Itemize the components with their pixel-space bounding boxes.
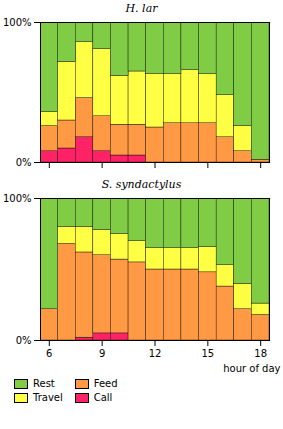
svg-text:0%: 0% <box>16 157 32 168</box>
html-text:H. lar: H. lar <box>125 2 158 15</box>
svg-text:0%: 0% <box>16 335 32 346</box>
html-text:Feed: Feed <box>93 378 118 389</box>
html-text:Travel: Travel <box>33 392 63 403</box>
svg-text:12: 12 <box>149 348 162 359</box>
svg-text:9: 9 <box>99 348 105 359</box>
html-text:S. syndactylus: S. syndactylus <box>101 178 182 191</box>
svg-text:15: 15 <box>201 348 214 359</box>
svg-text:6: 6 <box>46 348 52 359</box>
html-text:Call: Call <box>93 392 113 403</box>
svg-text:18: 18 <box>254 348 267 359</box>
svg-text:hour of day: hour of day <box>223 363 280 374</box>
svg-text:100%: 100% <box>3 17 32 28</box>
svg-text:100%: 100% <box>3 193 32 204</box>
html-text:Rest: Rest <box>33 378 55 389</box>
